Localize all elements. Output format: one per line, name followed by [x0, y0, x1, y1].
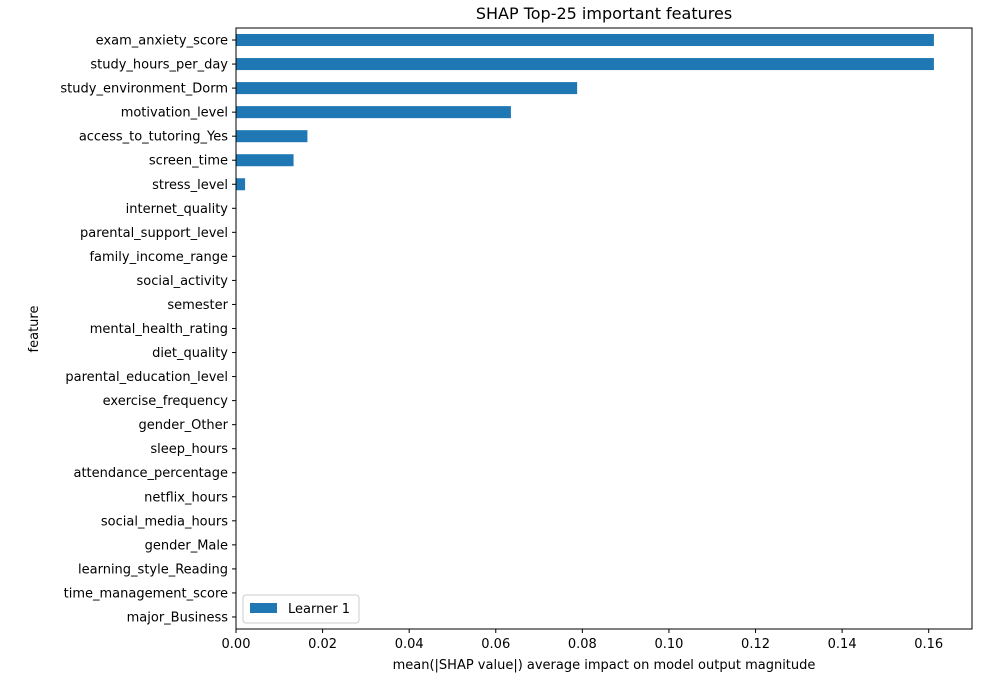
y-tick-label: motivation_level: [121, 106, 228, 121]
y-tick-label: access_to_tutoring_Yes: [79, 130, 228, 145]
bar-stress_level: [236, 178, 246, 191]
y-tick-label: exam_anxiety_score: [96, 34, 228, 49]
bar-exam_anxiety_score: [236, 34, 934, 47]
y-tick-label: major_Business: [127, 610, 229, 625]
y-tick-label: social_media_hours: [101, 514, 228, 529]
y-tick-label: study_hours_per_day: [90, 58, 228, 73]
bars-group: [236, 34, 934, 191]
x-tick-label: 0.12: [741, 637, 770, 652]
y-category-labels: exam_anxiety_score study_hours_per_daystu…: [60, 34, 236, 625]
y-tick-label: family_income_range: [89, 250, 228, 265]
y-tick-label: mental_health_rating: [90, 322, 228, 337]
y-tick-label: attendance_percentage: [73, 466, 228, 481]
x-tick-label: 0.08: [568, 637, 597, 652]
bar-motivation_level: [236, 106, 511, 119]
x-axis-ticks: 0.00 0.02 0.04 0.06 0.08 0.10 0.12 0.14 0.16: [222, 629, 943, 652]
legend-swatch: [250, 603, 277, 613]
y-tick-label: exercise_frequency: [103, 394, 229, 409]
legend-box: [242, 594, 360, 624]
y-tick-label: parental_support_level: [80, 226, 228, 241]
y-axis-label: feature: [27, 306, 42, 353]
y-tick-label: internet_quality: [126, 202, 229, 217]
legend: Learner 1: [242, 594, 360, 624]
y-tick-label: gender_Other: [139, 418, 229, 433]
y-tick-label: screen_time: [149, 154, 228, 169]
bar-screen_time: [236, 154, 294, 167]
y-tick-label: social_activity: [137, 274, 229, 289]
y-tick-label: study_environment_Dorm: [60, 82, 228, 97]
y-tick-label: sleep_hours: [150, 442, 228, 457]
y-tick-label: stress_level: [152, 178, 228, 193]
y-tick-label: gender_Male: [145, 538, 228, 553]
x-tick-label: 0.16: [914, 637, 943, 652]
x-tick-label: 0.14: [828, 637, 857, 652]
y-tick-label: netflix_hours: [144, 490, 228, 505]
x-tick-label: 0.02: [308, 637, 337, 652]
bar-study_environment_Dorm: [236, 82, 578, 95]
x-tick-label: 0.04: [395, 637, 424, 652]
chart-title: SHAP Top-25 important features: [476, 4, 732, 23]
x-tick-label: 0.06: [481, 637, 510, 652]
bar-access_to_tutoring_Yes: [236, 130, 308, 143]
y-tick-label: learning_style_Reading: [78, 562, 228, 577]
x-tick-label: 0.00: [222, 637, 251, 652]
y-tick-label: time_management_score: [64, 586, 228, 601]
legend-label: Learner 1: [288, 602, 350, 617]
y-tick-label: diet_quality: [152, 346, 228, 361]
x-tick-label: 0.10: [654, 637, 683, 652]
plot-frame: [235, 27, 973, 630]
x-axis-label: mean(|SHAP value|) average impact on mod…: [393, 658, 816, 673]
bar-study_hours_per_day: [236, 58, 934, 71]
y-tick-label: semester: [167, 298, 228, 313]
y-tick-label: parental_education_level: [65, 370, 228, 385]
